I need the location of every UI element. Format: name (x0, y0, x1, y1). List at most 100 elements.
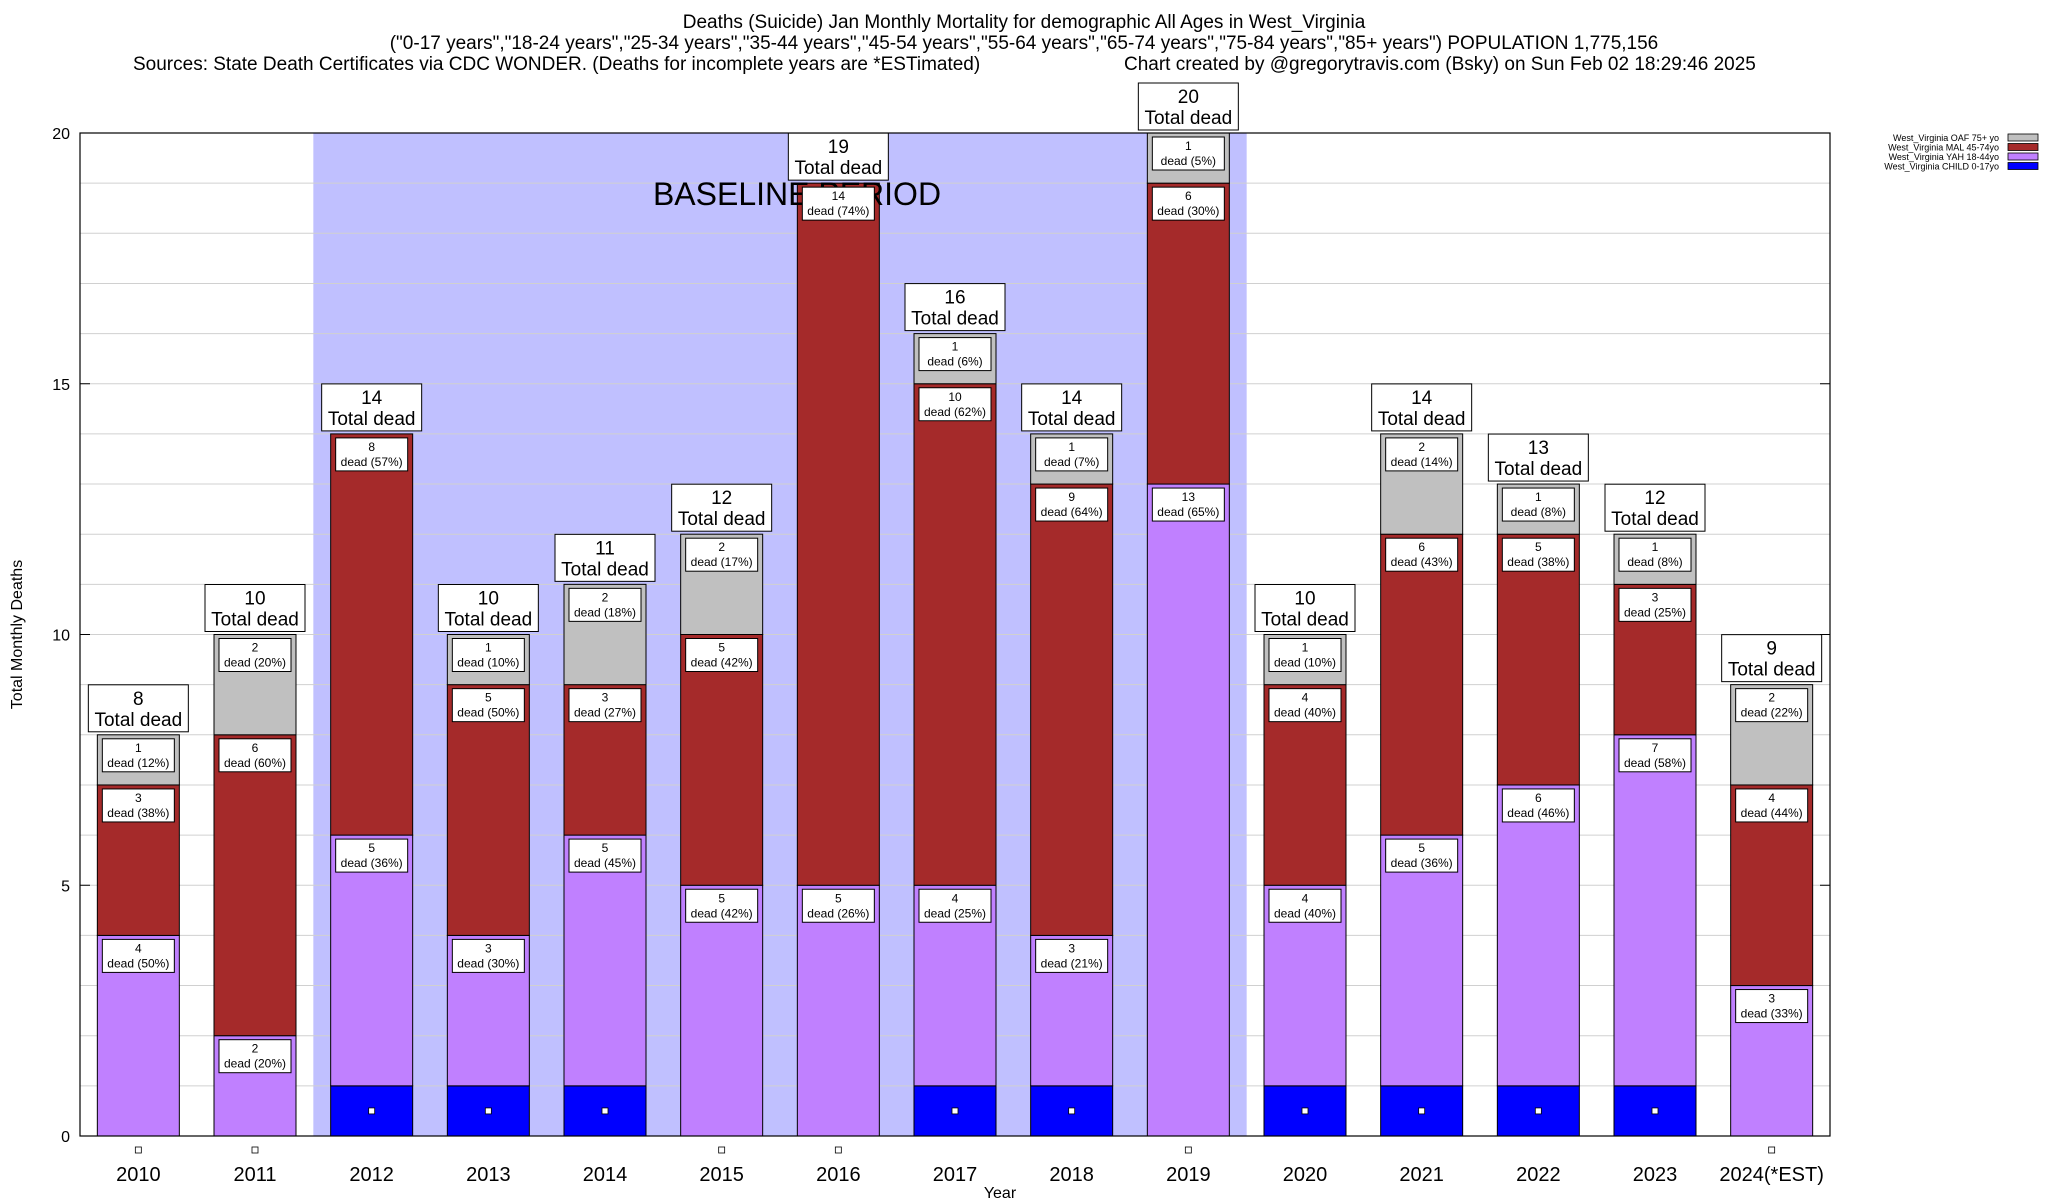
child-marker (134, 1146, 142, 1154)
total-label-box (437, 584, 539, 632)
segment-label-box (335, 838, 409, 873)
segment-label-box (1501, 537, 1575, 572)
total-dead-label: Total dead (911, 309, 999, 330)
segment-percent-label: dead (5%) (1161, 154, 1216, 168)
bar-segment (913, 383, 997, 886)
segment-label-box (1268, 638, 1342, 672)
child-marker (1301, 1107, 1309, 1115)
child-marker (484, 1107, 492, 1115)
segment-count-label: 7 (1652, 741, 1659, 755)
child-marker (951, 1107, 959, 1115)
segment-count-label: 4 (1768, 791, 1775, 805)
segment-count-label: 1 (1185, 139, 1192, 153)
total-label-box (87, 684, 189, 733)
segment-label-box (1035, 487, 1109, 522)
bar-segment (446, 684, 530, 936)
segment-label-box (1151, 136, 1225, 171)
segment-percent-label: dead (65%) (1157, 505, 1219, 519)
segment-label-box (1385, 437, 1459, 472)
bar-segment (680, 884, 764, 1137)
segment-count-label: 4 (1302, 891, 1309, 905)
total-dead-label: Total dead (1494, 459, 1582, 480)
child-marker (368, 1107, 376, 1115)
segment-count-label: 5 (718, 641, 725, 655)
segment-count-label: 1 (952, 340, 959, 354)
segment-percent-label: dead (42%) (691, 656, 753, 670)
chart-subtitle: ("0-17 years","18-24 years","25-34 years… (389, 33, 1659, 54)
segment-label-box (1151, 186, 1225, 221)
child-marker (834, 1146, 842, 1154)
segment-count-label: 5 (368, 841, 375, 855)
child-marker (251, 1146, 259, 1154)
segment-label-box (1035, 938, 1109, 973)
segment-percent-label: dead (10%) (457, 656, 519, 670)
segment-count-label: 3 (135, 791, 142, 805)
total-count-label: 14 (361, 388, 383, 409)
segment-percent-label: dead (25%) (924, 906, 986, 920)
segment-label-box (568, 587, 642, 622)
segment-percent-label: dead (25%) (1624, 605, 1686, 619)
x-tick-label: 2010 (116, 1164, 161, 1186)
total-label-box (1137, 82, 1239, 131)
segment-percent-label: dead (8%) (1627, 555, 1682, 569)
segment-label-box (801, 186, 875, 221)
bar-segment (1030, 483, 1114, 936)
segment-label-box (101, 738, 175, 773)
x-tick-label: 2014 (583, 1164, 628, 1186)
child-marker (1184, 1146, 1192, 1154)
segment-label-box (1501, 788, 1575, 823)
segment-count-label: 1 (135, 741, 142, 755)
x-tick-label: 2024(*EST) (1719, 1164, 1824, 1186)
segment-percent-label: dead (7%) (1044, 455, 1099, 469)
segment-percent-label: dead (64%) (1041, 505, 1103, 519)
segment-label-box (1618, 587, 1692, 622)
segment-label-box (1735, 989, 1809, 1024)
segment-count-label: 6 (1535, 791, 1542, 805)
total-dead-label: Total dead (1611, 509, 1699, 530)
segment-label-box (568, 688, 642, 723)
segment-percent-label: dead (74%) (807, 204, 869, 218)
segment-label-box (1268, 888, 1342, 923)
bar-segment (680, 634, 764, 886)
segment-label-box (918, 337, 992, 372)
bar-segment (1146, 182, 1230, 485)
segment-count-label: 4 (135, 941, 142, 955)
bar-segment (213, 734, 297, 1037)
bar-segment (796, 884, 880, 1137)
segment-count-label: 6 (1185, 189, 1192, 203)
segment-percent-label: dead (14%) (1391, 455, 1453, 469)
x-tick-label: 2021 (1399, 1164, 1444, 1186)
segment-percent-label: dead (30%) (457, 956, 519, 970)
total-dead-label: Total dead (794, 158, 882, 179)
total-label-box (321, 383, 423, 432)
segment-label-box (218, 1039, 292, 1074)
segment-percent-label: dead (26%) (807, 906, 869, 920)
segment-label-box (1501, 487, 1575, 522)
segment-label-box (1385, 838, 1459, 873)
segment-count-label: 2 (602, 590, 609, 604)
total-label-box (1021, 383, 1123, 432)
total-dead-label: Total dead (678, 509, 766, 530)
segment-percent-label: dead (38%) (107, 806, 169, 820)
total-count-label: 12 (711, 488, 732, 509)
segment-label-box (918, 888, 992, 923)
child-marker (1418, 1107, 1426, 1115)
chart-credit: Chart created by @gregorytravis.com (Bsk… (1124, 54, 1756, 75)
y-tick-label: 20 (52, 126, 70, 143)
total-dead-label: Total dead (1378, 409, 1466, 430)
total-count-label: 8 (133, 689, 144, 710)
x-tick-label: 2017 (933, 1164, 978, 1186)
x-tick-label: 2015 (699, 1164, 744, 1186)
total-count-label: 13 (1528, 438, 1549, 459)
child-marker (718, 1146, 726, 1154)
bar-segment (1146, 483, 1230, 1137)
segment-count-label: 5 (1418, 841, 1425, 855)
total-label-box (204, 584, 306, 632)
segment-count-label: 1 (1652, 540, 1659, 554)
segment-count-label: 10 (948, 390, 962, 404)
segment-count-label: 3 (1068, 941, 1075, 955)
bar-segment (1613, 734, 1697, 1087)
segment-label-box (685, 537, 759, 572)
y-tick-label: 0 (61, 1129, 70, 1146)
total-dead-label: Total dead (1728, 660, 1816, 681)
